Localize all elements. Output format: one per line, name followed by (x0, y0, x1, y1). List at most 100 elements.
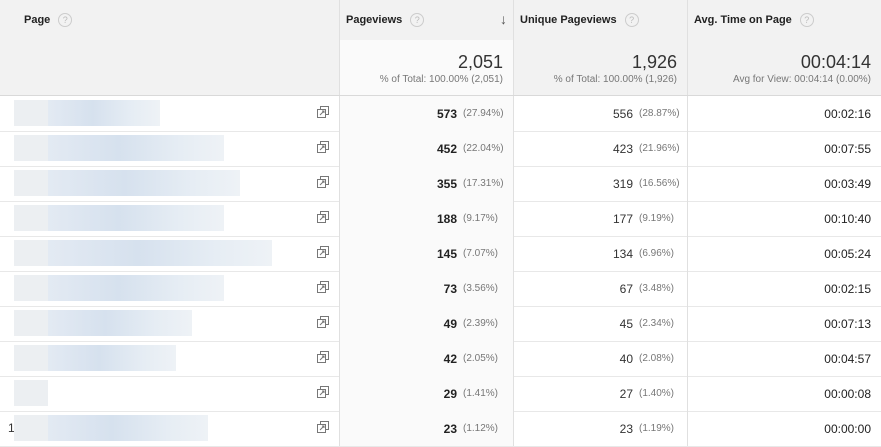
pageviews-cell: 49 (2.39%) (339, 306, 513, 341)
pageviews-percent: (17.31%) (463, 178, 504, 189)
page-cell[interactable] (0, 271, 339, 306)
page-cell[interactable] (0, 306, 339, 341)
unique-pageviews-value: 67 (619, 281, 633, 296)
help-icon[interactable]: ? (58, 13, 73, 27)
open-page-icon[interactable] (317, 246, 329, 258)
open-page-icon[interactable] (317, 106, 329, 118)
unique-pageviews-value: 177 (612, 211, 633, 226)
open-page-icon[interactable] (317, 281, 329, 293)
page-cell[interactable] (0, 341, 339, 376)
total-avg-time-sub: Avg for View: 00:04:14 (0.00%) (732, 74, 871, 85)
unique-pageviews-cell: 40 (2.08%) (513, 341, 687, 376)
pageviews-cell: 452 (22.04%) (339, 131, 513, 166)
table-row: 188 (9.17%) 177 (9.19%) 00:10:40 (0, 201, 881, 237)
unique-pageviews-cell: 423 (21.96%) (513, 131, 687, 166)
page-cell[interactable] (0, 166, 339, 201)
page-cell[interactable] (0, 236, 339, 271)
redacted-page-path (14, 240, 48, 266)
redacted-page-path (14, 100, 48, 126)
avg-time-value: 00:02:15 (824, 281, 871, 296)
unique-pageviews-value: 319 (612, 176, 633, 191)
pageviews-value: 188 (436, 211, 457, 226)
total-pageviews-sub: % of Total: 100.00% (2,051) (379, 74, 503, 85)
column-header-avg-time[interactable]: Avg. Time on Page ? (687, 0, 881, 40)
unique-pageviews-percent: (16.56%) (639, 178, 680, 189)
unique-pageviews-cell: 556 (28.87%) (513, 96, 687, 131)
unique-pageviews-value: 134 (612, 246, 633, 261)
pageviews-percent: (3.56%) (463, 283, 499, 294)
column-header-unique-pageviews[interactable]: Unique Pageviews ? (513, 0, 687, 40)
column-header-pageviews-label: Pageviews (346, 14, 403, 26)
redacted-page-path (14, 275, 48, 301)
open-page-icon[interactable] (317, 141, 329, 153)
total-avg-time: 00:04:14 (800, 52, 871, 72)
redacted-page-path (14, 415, 48, 441)
avg-time-value: 00:00:00 (824, 421, 871, 436)
page-cell[interactable] (0, 131, 339, 166)
totals-page-cell (0, 40, 339, 95)
pageviews-cell: 73 (3.56%) (339, 271, 513, 306)
unique-pageviews-percent: (9.19%) (639, 213, 675, 224)
pageviews-percent: (22.04%) (463, 143, 504, 154)
unique-pageviews-percent: (3.48%) (639, 283, 675, 294)
unique-pageviews-value: 45 (619, 316, 633, 331)
unique-pageviews-value: 40 (619, 351, 633, 366)
unique-pageviews-value: 423 (612, 141, 633, 156)
unique-pageviews-cell: 177 (9.19%) (513, 201, 687, 236)
unique-pageviews-cell: 319 (16.56%) (513, 166, 687, 201)
table-header: Page ? Pageviews ? ↓ Unique Pageviews ? … (0, 0, 881, 41)
pageviews-value: 49 (443, 316, 457, 331)
totals-pageviews-cell: 2,051 % of Total: 100.00% (2,051) (339, 40, 513, 95)
open-page-icon[interactable] (317, 351, 329, 363)
table-row: 42 (2.05%) 40 (2.08%) 00:04:57 (0, 341, 881, 377)
redacted-page-path (48, 310, 192, 336)
pageviews-percent: (2.39%) (463, 318, 499, 329)
table-row: 49 (2.39%) 45 (2.34%) 00:07:13 (0, 306, 881, 342)
avg-time-value: 00:07:55 (824, 141, 871, 156)
totals-unique-cell: 1,926 % of Total: 100.00% (1,926) (513, 40, 687, 95)
table-row: 355 (17.31%) 319 (16.56%) 00:03:49 (0, 166, 881, 202)
totals-avg-cell: 00:04:14 Avg for View: 00:04:14 (0.00%) (687, 40, 881, 95)
column-header-page[interactable]: Page ? (0, 0, 339, 40)
open-page-icon[interactable] (317, 211, 329, 223)
redacted-page-path (14, 310, 48, 336)
redacted-page-path (48, 345, 176, 371)
redacted-page-path (48, 135, 224, 161)
avg-time-cell: 00:00:08 (687, 376, 881, 411)
redacted-page-path (14, 205, 48, 231)
page-cell[interactable]: 1 (0, 411, 339, 446)
avg-time-value: 00:03:49 (824, 176, 871, 191)
pageviews-value: 145 (436, 246, 457, 261)
avg-time-cell: 00:03:49 (687, 166, 881, 201)
page-cell[interactable] (0, 201, 339, 236)
pageviews-percent: (1.12%) (463, 423, 499, 434)
pageviews-value: 29 (443, 386, 457, 401)
page-cell[interactable] (0, 376, 339, 411)
avg-time-value: 00:04:57 (824, 351, 871, 366)
avg-time-cell: 00:05:24 (687, 236, 881, 271)
help-icon[interactable]: ? (624, 13, 639, 27)
avg-time-cell: 00:00:00 (687, 411, 881, 446)
redacted-page-path (14, 345, 48, 371)
help-icon[interactable]: ? (799, 13, 814, 27)
page-cell[interactable] (0, 96, 339, 131)
open-page-icon[interactable] (317, 316, 329, 328)
column-header-pageviews[interactable]: Pageviews ? ↓ (339, 0, 513, 40)
unique-pageviews-percent: (1.40%) (639, 388, 675, 399)
redacted-page-path (48, 275, 224, 301)
column-header-avg-time-label: Avg. Time on Page (694, 14, 792, 26)
total-unique-sub: % of Total: 100.00% (1,926) (553, 74, 677, 85)
open-page-icon[interactable] (317, 386, 329, 398)
open-page-icon[interactable] (317, 176, 329, 188)
table-row: 573 (27.94%) 556 (28.87%) 00:02:16 (0, 96, 881, 132)
redacted-page-path (14, 135, 48, 161)
redacted-page-path (48, 240, 272, 266)
column-header-unique-label: Unique Pageviews (520, 14, 617, 26)
unique-pageviews-cell: 134 (6.96%) (513, 236, 687, 271)
open-page-icon[interactable] (317, 421, 329, 433)
help-icon[interactable]: ? (410, 13, 425, 27)
pageviews-value: 42 (443, 351, 457, 366)
sort-descending-icon[interactable]: ↓ (500, 11, 507, 27)
pageviews-cell: 42 (2.05%) (339, 341, 513, 376)
